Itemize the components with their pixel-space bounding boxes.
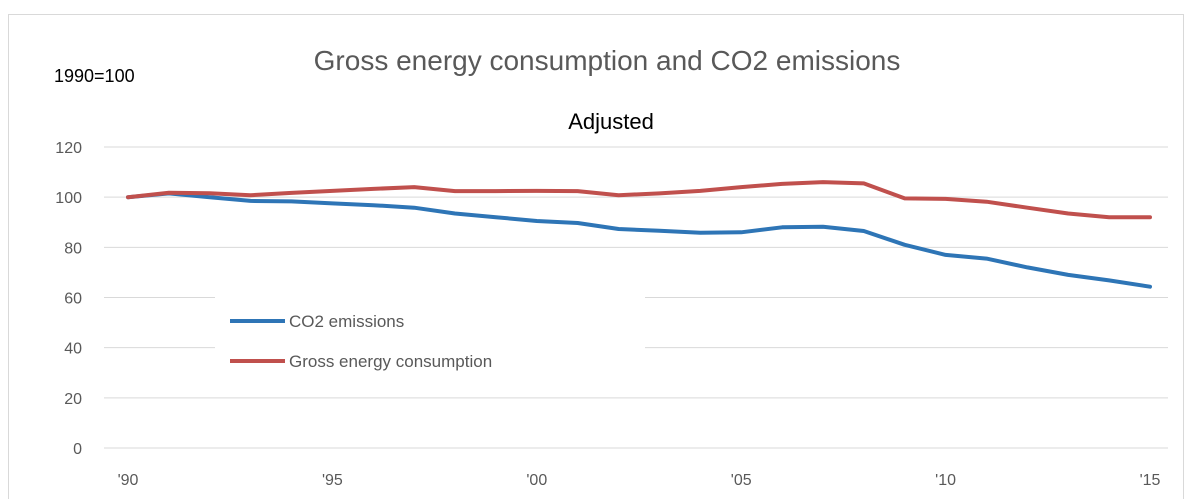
y-tick-label-100: 100 (55, 190, 82, 207)
chart-subtitle: Adjusted (568, 109, 654, 134)
y-tick-label-40: 40 (64, 341, 82, 358)
x-tick-label-2005: '05 (731, 472, 752, 489)
chart-title: Gross energy consumption and CO2 emissio… (314, 45, 901, 76)
chart-frame (8, 14, 1184, 499)
legend-label-co2-emissions: CO2 emissions (289, 312, 404, 331)
y-tick-label-20: 20 (64, 391, 82, 408)
y-tick-label-80: 80 (64, 240, 82, 257)
series-line-gross-energy-consumption (126, 180, 1152, 220)
x-tick-label-2015: '15 (1140, 472, 1161, 489)
legend-background (215, 296, 645, 380)
y-tick-label-60: 60 (64, 291, 82, 308)
x-tick-label-2010: '10 (935, 472, 956, 489)
x-tick-label-1995: '95 (322, 472, 343, 489)
series-line-co2-emissions (126, 191, 1152, 289)
legend-label-gross-energy-consumption: Gross energy consumption (289, 352, 492, 371)
y-tick-label-120: 120 (55, 140, 82, 157)
y-tick-label-0: 0 (73, 441, 82, 458)
x-tick-label-1990: '90 (118, 472, 139, 489)
x-tick-label-2000: '00 (526, 472, 547, 489)
unit-label: 1990=100 (54, 66, 135, 86)
